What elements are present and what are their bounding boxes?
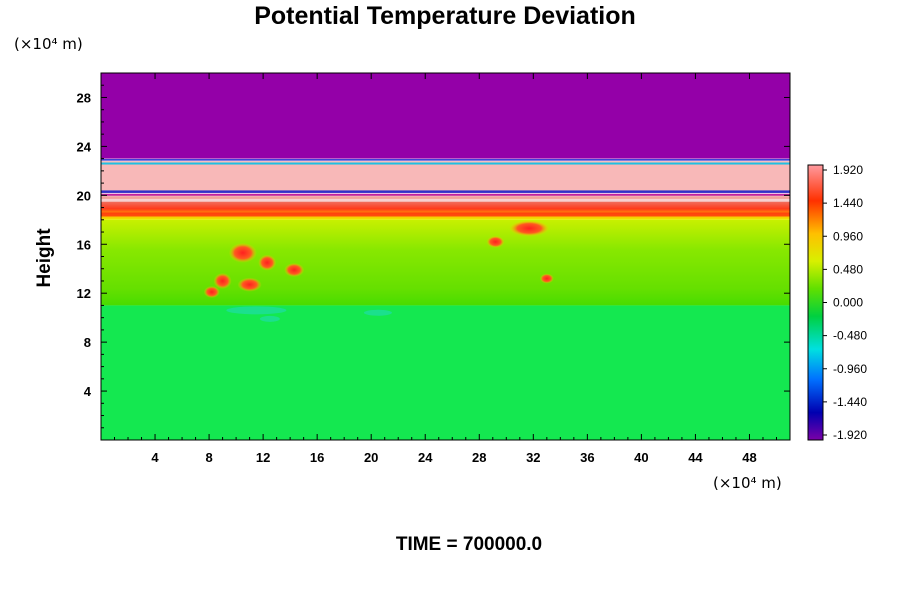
y-tick-label-1: 8: [84, 335, 91, 350]
cool-patch-1: [259, 315, 280, 322]
colorbar-label-2: 0.960: [833, 229, 863, 243]
x-tick-label-3: 16: [310, 450, 324, 465]
warm-blob-3: [213, 272, 232, 289]
cool-patch-2: [363, 309, 392, 316]
colorbar-label-3: 0.480: [833, 262, 863, 276]
colorbar-label-6: -0.960: [833, 362, 867, 376]
x-tick-label-9: 40: [634, 450, 648, 465]
interface-band-pink: [101, 198, 790, 202]
warm-blob-1: [258, 254, 277, 271]
warm-blob-4: [237, 277, 262, 292]
x-tick-label-2: 12: [256, 450, 270, 465]
y-axis-ticks: 4 8 12 16 20 24 28: [77, 84, 790, 429]
warm-blob-0: [228, 242, 257, 263]
y-tick-label-6: 28: [77, 90, 91, 105]
heatmap-field: [101, 73, 790, 440]
cool-patch-0: [226, 306, 287, 315]
field-layer-1: [101, 161, 790, 193]
y-tick-label-5: 24: [77, 139, 92, 154]
x-tick-label-1: 8: [205, 450, 212, 465]
colorbar: [807, 164, 824, 441]
warm-blob-6: [509, 220, 550, 237]
colorbar-label-8: -1.920: [833, 428, 867, 442]
colorbar-label-4: 0.000: [833, 296, 863, 310]
red-strip: [101, 212, 790, 217]
warm-blob-7: [539, 273, 554, 284]
x-tick-label-0: 4: [151, 450, 159, 465]
x-tick-label-4: 20: [364, 450, 378, 465]
x-tick-label-6: 28: [472, 450, 486, 465]
time-label: TIME = 700000.0: [396, 534, 542, 555]
x-unit-label: (×10⁴ m): [713, 474, 782, 492]
warm-blob-5: [203, 285, 220, 298]
colorbar-label-1: 1.440: [833, 196, 863, 210]
interface-band-top-blue: [101, 159, 790, 161]
field-layer-4: [101, 305, 790, 440]
interface-band-mid-blue: [101, 190, 790, 193]
x-axis-ticks: 4 8 12 16 20 24 28 32 36 40 44 48: [114, 73, 777, 465]
x-tick-label-11: 48: [742, 450, 756, 465]
colorbar-label-5: -0.480: [833, 329, 867, 343]
interface-band-top-cyan: [101, 162, 790, 165]
y-tick-label-2: 12: [77, 286, 91, 301]
x-tick-label-5: 24: [418, 450, 433, 465]
y-tick-label-0: 4: [84, 384, 92, 399]
y-tick-label-3: 16: [77, 237, 91, 252]
interface-band-mid-magenta: [101, 193, 790, 196]
y-unit-label: (×10⁴ m): [14, 35, 83, 53]
field-layer-0: [101, 73, 790, 159]
y-tick-label-4: 20: [77, 188, 91, 203]
x-tick-label-10: 44: [688, 450, 703, 465]
warm-blob-2: [284, 262, 305, 277]
x-tick-label-8: 36: [580, 450, 594, 465]
x-tick-label-7: 32: [526, 450, 540, 465]
colorbar-label-0: 1.920: [833, 163, 863, 177]
chart-title: Potential Temperature Deviation: [254, 2, 636, 30]
colorbar-label-7: -1.440: [833, 395, 867, 409]
colorbar-labels: 1.920 1.440 0.960 0.480 0.000 -0.480 -0.960 -1.…: [823, 163, 867, 442]
warm-blob-8: [486, 235, 505, 248]
y-axis-label: Height: [34, 228, 55, 288]
